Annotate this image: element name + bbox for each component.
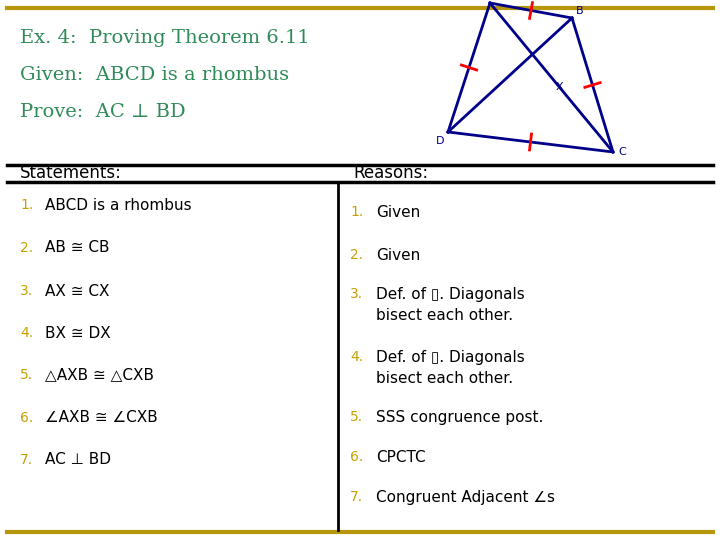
Text: AB ≅ CB: AB ≅ CB	[45, 240, 109, 255]
Text: 4.: 4.	[350, 350, 363, 364]
Text: Statements:: Statements:	[20, 165, 122, 183]
Text: SSS congruence post.: SSS congruence post.	[376, 410, 544, 425]
Text: 2.: 2.	[20, 241, 33, 255]
Text: 6.: 6.	[20, 411, 33, 425]
Text: D: D	[436, 136, 444, 146]
Text: 4.: 4.	[20, 326, 33, 340]
Text: Ex. 4:  Proving Theorem 6.11: Ex. 4: Proving Theorem 6.11	[20, 29, 310, 47]
Text: 2.: 2.	[350, 248, 363, 262]
Text: BX ≅ DX: BX ≅ DX	[45, 326, 111, 341]
Text: 5.: 5.	[20, 368, 33, 382]
Text: 1.: 1.	[350, 205, 364, 219]
Text: Given: Given	[376, 248, 420, 263]
Text: 5.: 5.	[350, 410, 363, 424]
Text: 3.: 3.	[20, 284, 33, 298]
Text: Given: Given	[376, 205, 420, 220]
Text: CPCTC: CPCTC	[376, 450, 426, 465]
Text: Given:  ABCD is a rhombus: Given: ABCD is a rhombus	[20, 66, 289, 84]
Text: Def. of ▯. Diagonals
bisect each other.: Def. of ▯. Diagonals bisect each other.	[376, 287, 525, 323]
Text: X: X	[556, 82, 563, 91]
Text: AC ⊥ BD: AC ⊥ BD	[45, 453, 111, 468]
Text: △AXB ≅ △CXB: △AXB ≅ △CXB	[45, 368, 154, 382]
Text: 1.: 1.	[20, 198, 33, 212]
Text: ABCD is a rhombus: ABCD is a rhombus	[45, 198, 192, 213]
Text: Prove:  AC ⊥ BD: Prove: AC ⊥ BD	[20, 103, 186, 121]
Text: 7.: 7.	[20, 453, 33, 467]
Text: B: B	[576, 6, 584, 16]
Text: AX ≅ CX: AX ≅ CX	[45, 284, 109, 299]
Text: Reasons:: Reasons:	[353, 165, 428, 183]
Text: 7.: 7.	[350, 490, 363, 504]
Text: C: C	[618, 147, 626, 157]
Text: 6.: 6.	[350, 450, 364, 464]
Text: ∠AXB ≅ ∠CXB: ∠AXB ≅ ∠CXB	[45, 410, 158, 426]
Text: Def. of ▯. Diagonals
bisect each other.: Def. of ▯. Diagonals bisect each other.	[376, 350, 525, 386]
Text: Congruent Adjacent ∠s: Congruent Adjacent ∠s	[376, 490, 555, 505]
Text: 3.: 3.	[350, 287, 363, 301]
